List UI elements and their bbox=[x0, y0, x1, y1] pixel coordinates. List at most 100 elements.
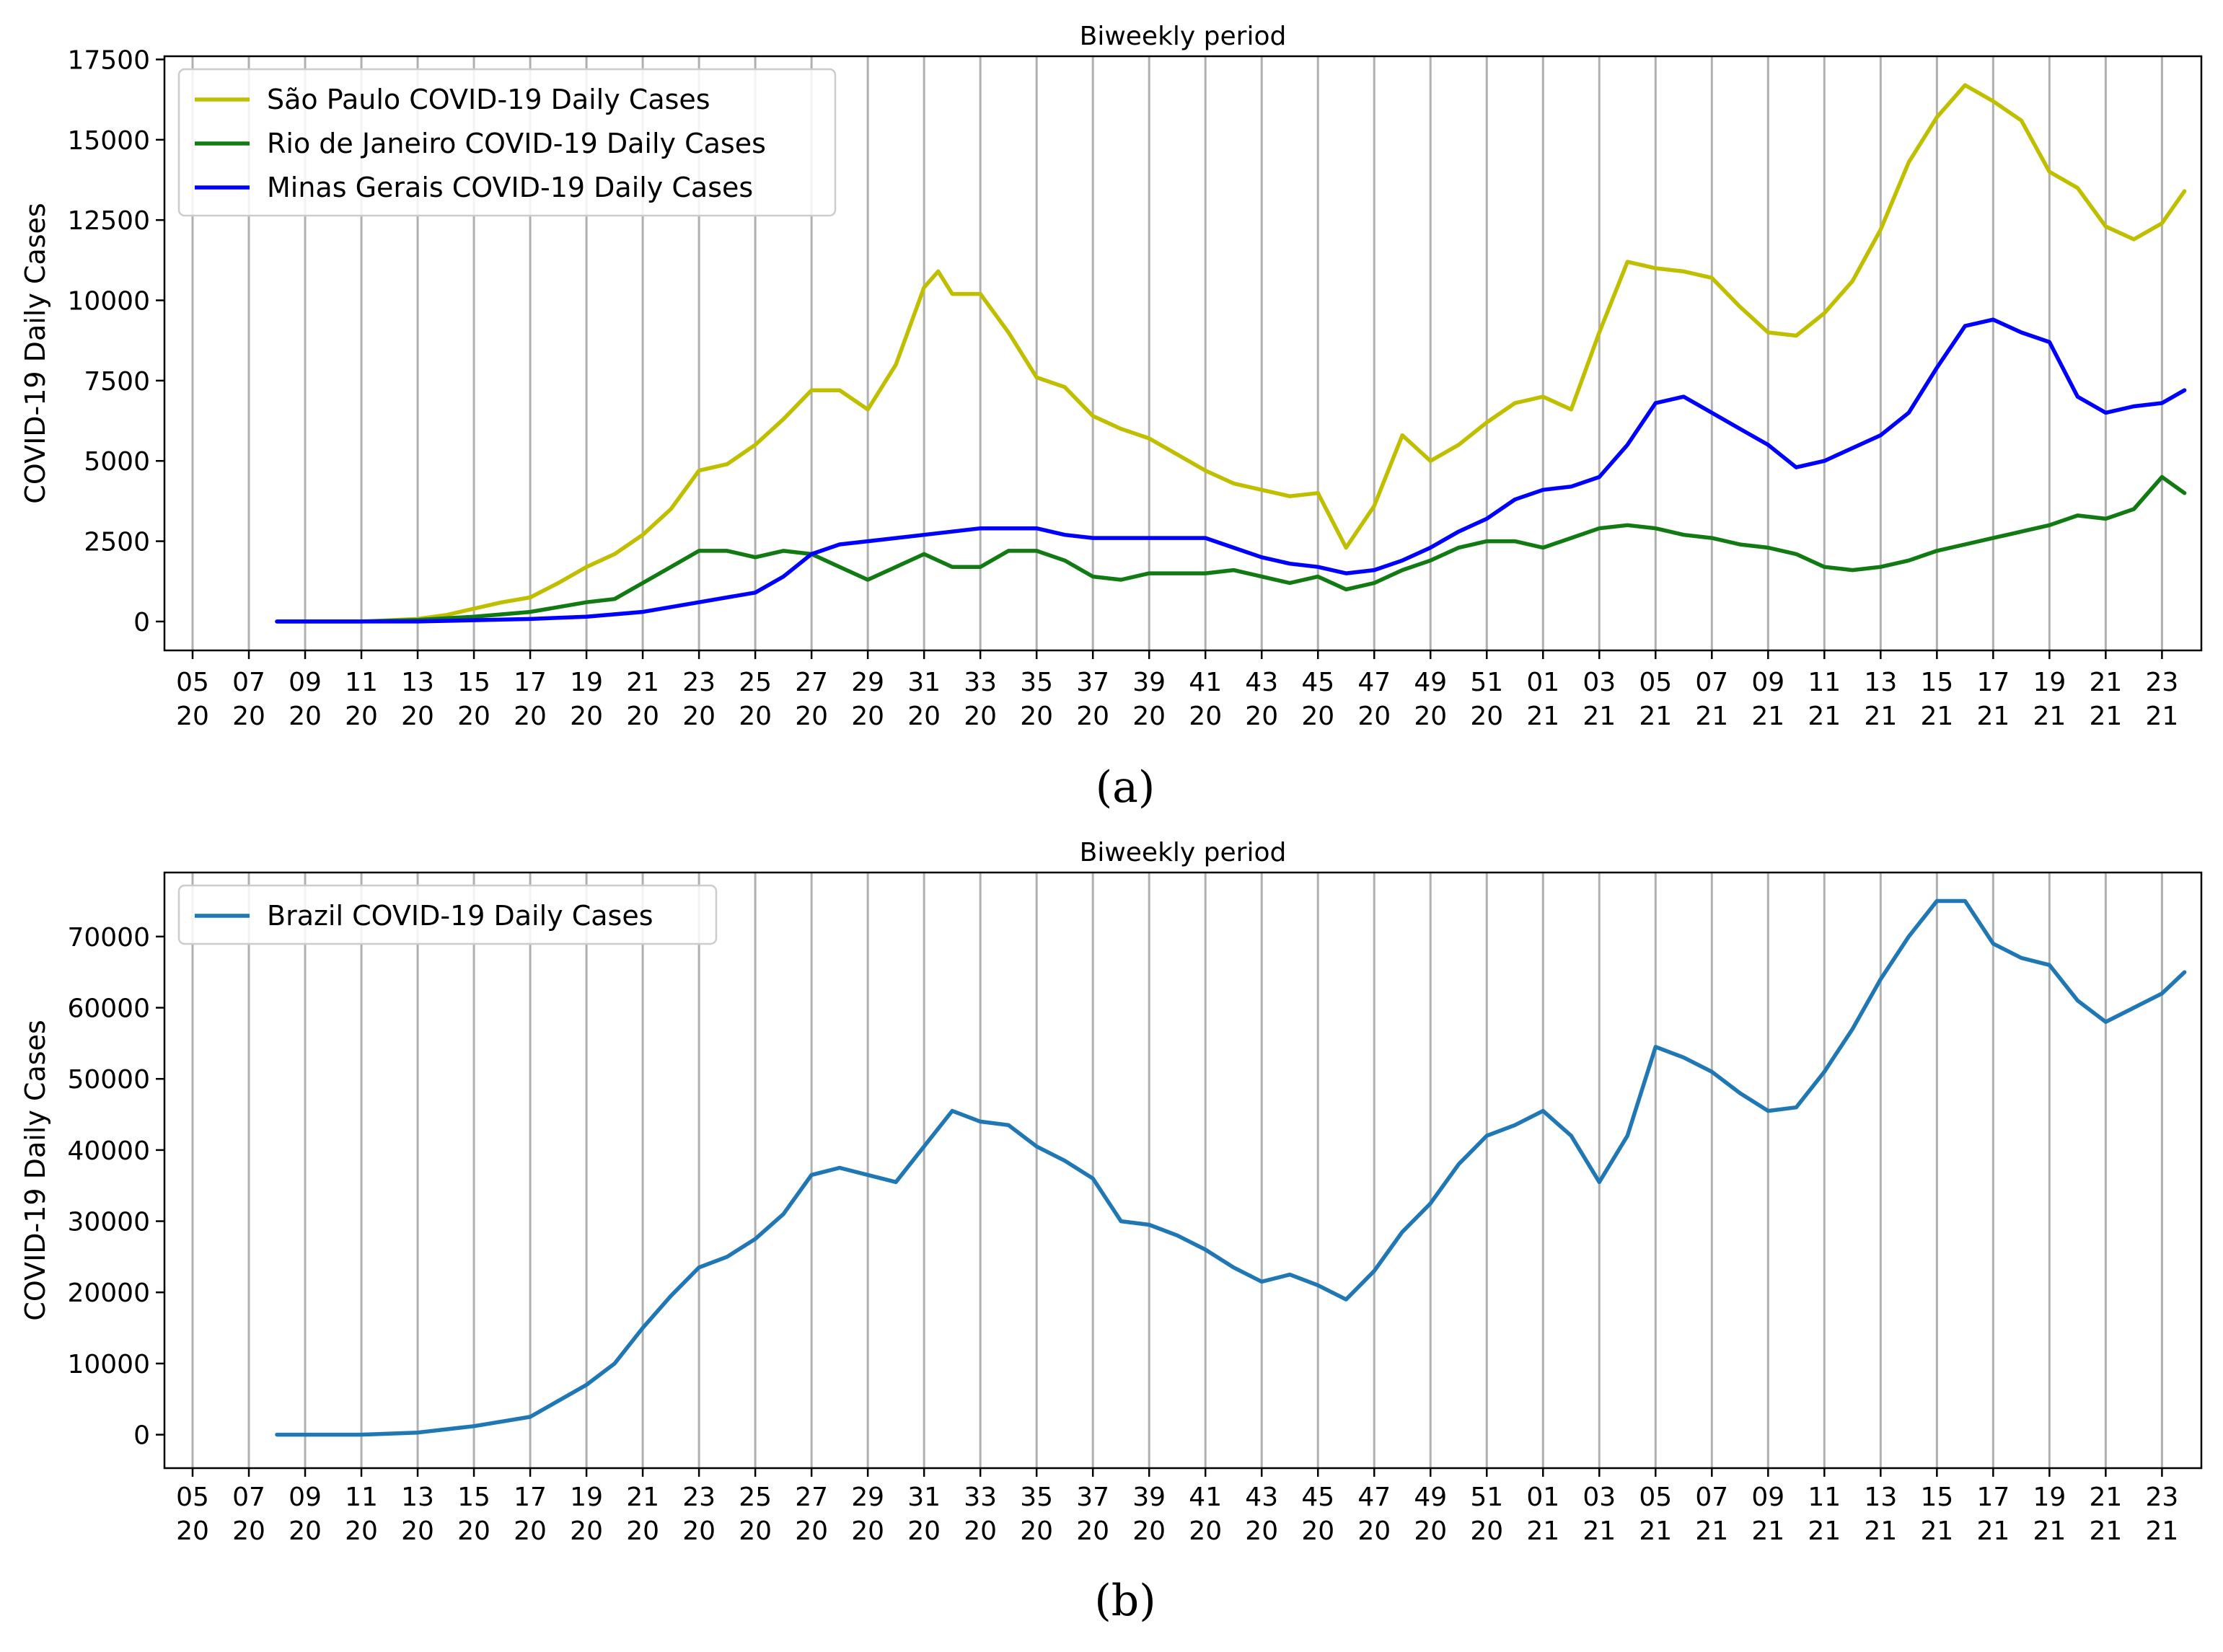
x-tick-label-week: 15 bbox=[1920, 668, 1953, 697]
plot-frame bbox=[163, 871, 2203, 1470]
x-tick-label-year: 21 bbox=[2145, 1516, 2178, 1546]
legend-label-2: Minas Gerais COVID-19 Daily Cases bbox=[267, 172, 753, 203]
y-tick-label: 60000 bbox=[67, 994, 150, 1024]
y-tick-label: 12500 bbox=[67, 206, 150, 236]
x-tick-label-year: 20 bbox=[289, 1516, 322, 1546]
x-tick-label-year: 21 bbox=[1808, 1516, 1841, 1546]
x-tick-label-week: 17 bbox=[1976, 1483, 2009, 1512]
x-tick-label-year: 21 bbox=[1526, 1516, 1559, 1546]
legend-label-1: Rio de Janeiro COVID-19 Daily Cases bbox=[267, 128, 766, 159]
x-tick-label-week: 19 bbox=[2033, 1483, 2066, 1512]
panel-label: (b) bbox=[1094, 1576, 1155, 1626]
x-tick-label-year: 20 bbox=[1076, 702, 1109, 731]
x-tick-label-year: 21 bbox=[1976, 1516, 2009, 1546]
x-tick-label-week: 05 bbox=[176, 668, 209, 697]
x-tick-label-week: 09 bbox=[289, 668, 322, 697]
x-tick-label-week: 39 bbox=[1132, 1483, 1166, 1512]
x-tick-label-week: 35 bbox=[1020, 1483, 1053, 1512]
y-tick-label: 10000 bbox=[67, 1350, 150, 1379]
y-tick-label: 30000 bbox=[67, 1208, 150, 1237]
x-tick-label-week: 31 bbox=[907, 668, 941, 697]
x-tick-label-year: 20 bbox=[1189, 1516, 1222, 1546]
x-tick-label-week: 25 bbox=[739, 1483, 772, 1512]
x-tick-label-week: 49 bbox=[1414, 1483, 1447, 1512]
y-tick-label: 0 bbox=[133, 608, 150, 637]
x-tick-label-year: 20 bbox=[1245, 702, 1278, 731]
series-line-1 bbox=[275, 474, 2187, 624]
x-tick-label-year: 21 bbox=[2089, 702, 2122, 731]
x-tick-label-year: 20 bbox=[964, 702, 997, 731]
x-tick-label-year: 20 bbox=[1357, 702, 1391, 731]
x-tick-label-year: 21 bbox=[1639, 702, 1672, 731]
x-tick-label-year: 20 bbox=[514, 1516, 547, 1546]
x-tick-label-week: 43 bbox=[1245, 1483, 1278, 1512]
x-tick-label-week: 05 bbox=[1639, 668, 1672, 697]
x-tick-label-year: 20 bbox=[401, 702, 434, 731]
series-line-0 bbox=[275, 83, 2187, 624]
x-tick-label-week: 09 bbox=[1751, 668, 1784, 697]
x-tick-label-year: 20 bbox=[682, 1516, 716, 1546]
x-tick-label-week: 13 bbox=[1864, 1483, 1897, 1512]
legend-label-0: Brazil COVID-19 Daily Cases bbox=[267, 900, 653, 932]
x-tick-label-week: 39 bbox=[1132, 668, 1166, 697]
x-tick-label-week: 07 bbox=[232, 1483, 265, 1512]
x-tick-label-year: 21 bbox=[1695, 702, 1728, 731]
x-tick-label-week: 17 bbox=[514, 1483, 547, 1512]
x-tick-label-year: 20 bbox=[1245, 1516, 1278, 1546]
y-tick-label: 10000 bbox=[67, 287, 150, 317]
x-tick-label-week: 41 bbox=[1189, 668, 1222, 697]
x-tick-label-year: 20 bbox=[345, 702, 378, 731]
x-tick-label-year: 20 bbox=[739, 702, 772, 731]
x-tick-label-year: 20 bbox=[1301, 1516, 1334, 1546]
x-tick-label-year: 21 bbox=[1526, 702, 1559, 731]
plot-frame bbox=[163, 55, 2203, 652]
x-tick-label-year: 20 bbox=[289, 702, 322, 731]
x-tick-label-week: 15 bbox=[457, 668, 490, 697]
x-tick-label-year: 20 bbox=[1020, 702, 1053, 731]
x-tick-label-year: 21 bbox=[1639, 1516, 1672, 1546]
x-tick-label-week: 11 bbox=[345, 668, 378, 697]
x-tick-label-year: 20 bbox=[1020, 1516, 1053, 1546]
y-tick-label: 7500 bbox=[84, 367, 150, 397]
x-tick-label-year: 21 bbox=[1864, 1516, 1897, 1546]
x-tick-label-week: 15 bbox=[457, 1483, 490, 1512]
x-tick-label-week: 33 bbox=[964, 1483, 997, 1512]
x-tick-label-week: 01 bbox=[1526, 668, 1559, 697]
y-axis-label: COVID-19 Daily Cases bbox=[19, 203, 51, 503]
chart-panel-a: Biweekly period 0 2500 5000 7500 10000 12500 15… bbox=[19, 22, 2203, 813]
x-tick-label-week: 43 bbox=[1245, 668, 1278, 697]
y-tick-label: 17500 bbox=[67, 45, 150, 75]
x-tick-label-week: 45 bbox=[1301, 1483, 1334, 1512]
x-tick-label-year: 20 bbox=[1470, 1516, 1503, 1546]
x-tick-label-week: 21 bbox=[626, 668, 659, 697]
x-tick-label-year: 20 bbox=[1189, 702, 1222, 731]
x-tick-label-year: 20 bbox=[1132, 702, 1166, 731]
x-tick-label-week: 47 bbox=[1357, 1483, 1391, 1512]
x-tick-label-week: 03 bbox=[1582, 668, 1616, 697]
x-tick-label-week: 13 bbox=[401, 668, 434, 697]
x-tick-label-week: 19 bbox=[570, 1483, 603, 1512]
x-tick-label-week: 23 bbox=[682, 668, 716, 697]
x-tick-label-week: 01 bbox=[1526, 1483, 1559, 1512]
x-tick-label-year: 20 bbox=[907, 702, 941, 731]
x-tick-label-week: 03 bbox=[1582, 1483, 1616, 1512]
y-tick-label: 15000 bbox=[67, 126, 150, 156]
x-tick-label-year: 20 bbox=[1132, 1516, 1166, 1546]
y-tick-label: 5000 bbox=[84, 447, 150, 477]
x-tick-label-year: 20 bbox=[570, 702, 603, 731]
x-tick-label-week: 11 bbox=[1808, 668, 1841, 697]
y-tick-label: 20000 bbox=[67, 1278, 150, 1308]
x-tick-label-year: 20 bbox=[1414, 702, 1447, 731]
x-tick-label-week: 45 bbox=[1301, 668, 1334, 697]
x-tick-label-year: 20 bbox=[964, 1516, 997, 1546]
x-tick-label-year: 20 bbox=[401, 1516, 434, 1546]
legend-box bbox=[177, 884, 718, 945]
x-tick-label-year: 21 bbox=[1976, 702, 2009, 731]
x-tick-label-week: 51 bbox=[1470, 1483, 1503, 1512]
x-tick-label-year: 20 bbox=[1301, 702, 1334, 731]
legend-label-0: São Paulo COVID-19 Daily Cases bbox=[267, 84, 710, 115]
x-tick-label-year: 21 bbox=[2145, 702, 2178, 731]
x-tick-label-week: 31 bbox=[907, 1483, 941, 1512]
x-tick-label-week: 13 bbox=[1864, 668, 1897, 697]
